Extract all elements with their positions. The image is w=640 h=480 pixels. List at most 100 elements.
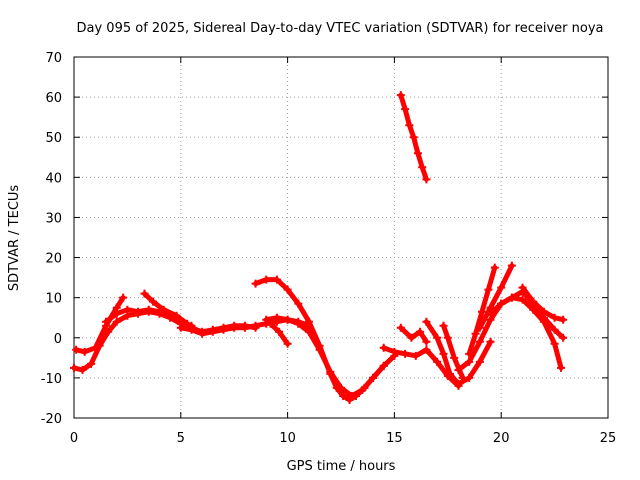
data-point xyxy=(465,349,474,358)
series-s11 xyxy=(396,323,431,346)
series-line xyxy=(398,325,429,345)
data-point xyxy=(422,337,431,346)
series-line xyxy=(477,263,515,331)
data-point xyxy=(159,305,168,314)
x-tick-label: 10 xyxy=(279,431,296,446)
data-point xyxy=(411,351,420,360)
data-point xyxy=(144,305,153,314)
series-line xyxy=(441,323,466,381)
data-point xyxy=(497,283,506,292)
data-point xyxy=(486,337,495,346)
series-line xyxy=(263,315,397,399)
data-point xyxy=(266,319,275,328)
data-point xyxy=(484,285,493,294)
data-point xyxy=(416,327,425,336)
y-tick-label: 70 xyxy=(45,51,62,66)
data-point xyxy=(396,323,405,332)
data-point xyxy=(272,313,281,322)
y-tick-label: -20 xyxy=(41,412,62,427)
data-point xyxy=(379,361,388,370)
series-s13 xyxy=(454,293,566,374)
x-tick-label: 15 xyxy=(386,431,403,446)
data-point xyxy=(550,313,559,322)
data-point xyxy=(443,333,452,342)
data-point xyxy=(439,349,448,358)
data-point xyxy=(396,91,405,100)
data-point xyxy=(230,323,239,332)
data-point xyxy=(475,337,484,346)
data-point xyxy=(339,391,348,400)
data-series xyxy=(70,91,568,404)
y-tick-label: 40 xyxy=(45,171,62,186)
data-point xyxy=(337,383,345,392)
x-tick-label: 25 xyxy=(600,431,617,446)
data-point xyxy=(539,307,548,316)
data-point xyxy=(413,149,422,158)
y-tick-label: 50 xyxy=(45,131,62,146)
data-point xyxy=(315,345,324,354)
axis-ticks xyxy=(73,56,609,419)
data-point xyxy=(422,317,431,326)
data-point xyxy=(119,293,128,302)
data-point xyxy=(70,363,78,372)
y-tick-label: 0 xyxy=(54,332,62,347)
data-point xyxy=(557,363,566,372)
data-point xyxy=(272,275,281,284)
data-point xyxy=(422,345,431,354)
data-point xyxy=(275,327,284,336)
data-point xyxy=(559,315,568,324)
series-s12 xyxy=(422,317,495,388)
data-point xyxy=(401,349,410,358)
data-point xyxy=(149,297,158,306)
data-point xyxy=(304,317,313,326)
data-point xyxy=(112,317,121,326)
y-tick-label: 30 xyxy=(45,211,62,226)
series-s4 xyxy=(140,289,192,328)
data-point xyxy=(87,359,96,368)
data-point xyxy=(405,121,414,130)
data-point xyxy=(390,347,399,356)
data-point xyxy=(507,261,516,270)
chart-title: Day 095 of 2025, Sidereal Day-to-day VTE… xyxy=(77,21,604,36)
series-s7 xyxy=(262,313,399,400)
series-s10 xyxy=(396,91,431,184)
data-point xyxy=(240,323,249,332)
series-line xyxy=(423,319,493,387)
data-point xyxy=(187,325,196,334)
data-point xyxy=(369,373,378,382)
data-point xyxy=(78,365,87,374)
y-tick-labels: -20 -10 0 10 20 30 40 50 60 70 xyxy=(41,51,62,427)
data-point xyxy=(529,297,538,306)
data-point xyxy=(477,307,486,316)
data-point xyxy=(123,305,132,314)
series-s15 xyxy=(475,261,516,332)
data-point xyxy=(401,105,410,114)
data-point xyxy=(518,283,527,292)
y-tick-label: 20 xyxy=(45,252,62,267)
data-point xyxy=(251,279,260,288)
data-point xyxy=(262,275,271,284)
data-point xyxy=(134,307,143,316)
data-point xyxy=(251,321,260,330)
x-tick-label: 0 xyxy=(70,431,78,446)
data-point xyxy=(433,357,442,366)
data-point xyxy=(507,293,516,302)
data-point xyxy=(486,309,495,318)
data-point xyxy=(433,333,442,342)
data-point xyxy=(418,163,427,172)
data-point xyxy=(550,339,559,348)
data-point xyxy=(283,285,292,294)
data-point xyxy=(283,339,292,348)
data-point xyxy=(518,295,527,304)
x-axis-label: GPS time / hours xyxy=(287,459,396,474)
data-point xyxy=(219,325,228,334)
data-point xyxy=(450,353,459,362)
series-s17 xyxy=(518,283,568,324)
data-point xyxy=(198,329,207,338)
data-point xyxy=(490,263,499,272)
data-point xyxy=(458,373,467,382)
data-point xyxy=(497,299,506,308)
data-point xyxy=(304,327,313,336)
data-point xyxy=(465,357,474,366)
